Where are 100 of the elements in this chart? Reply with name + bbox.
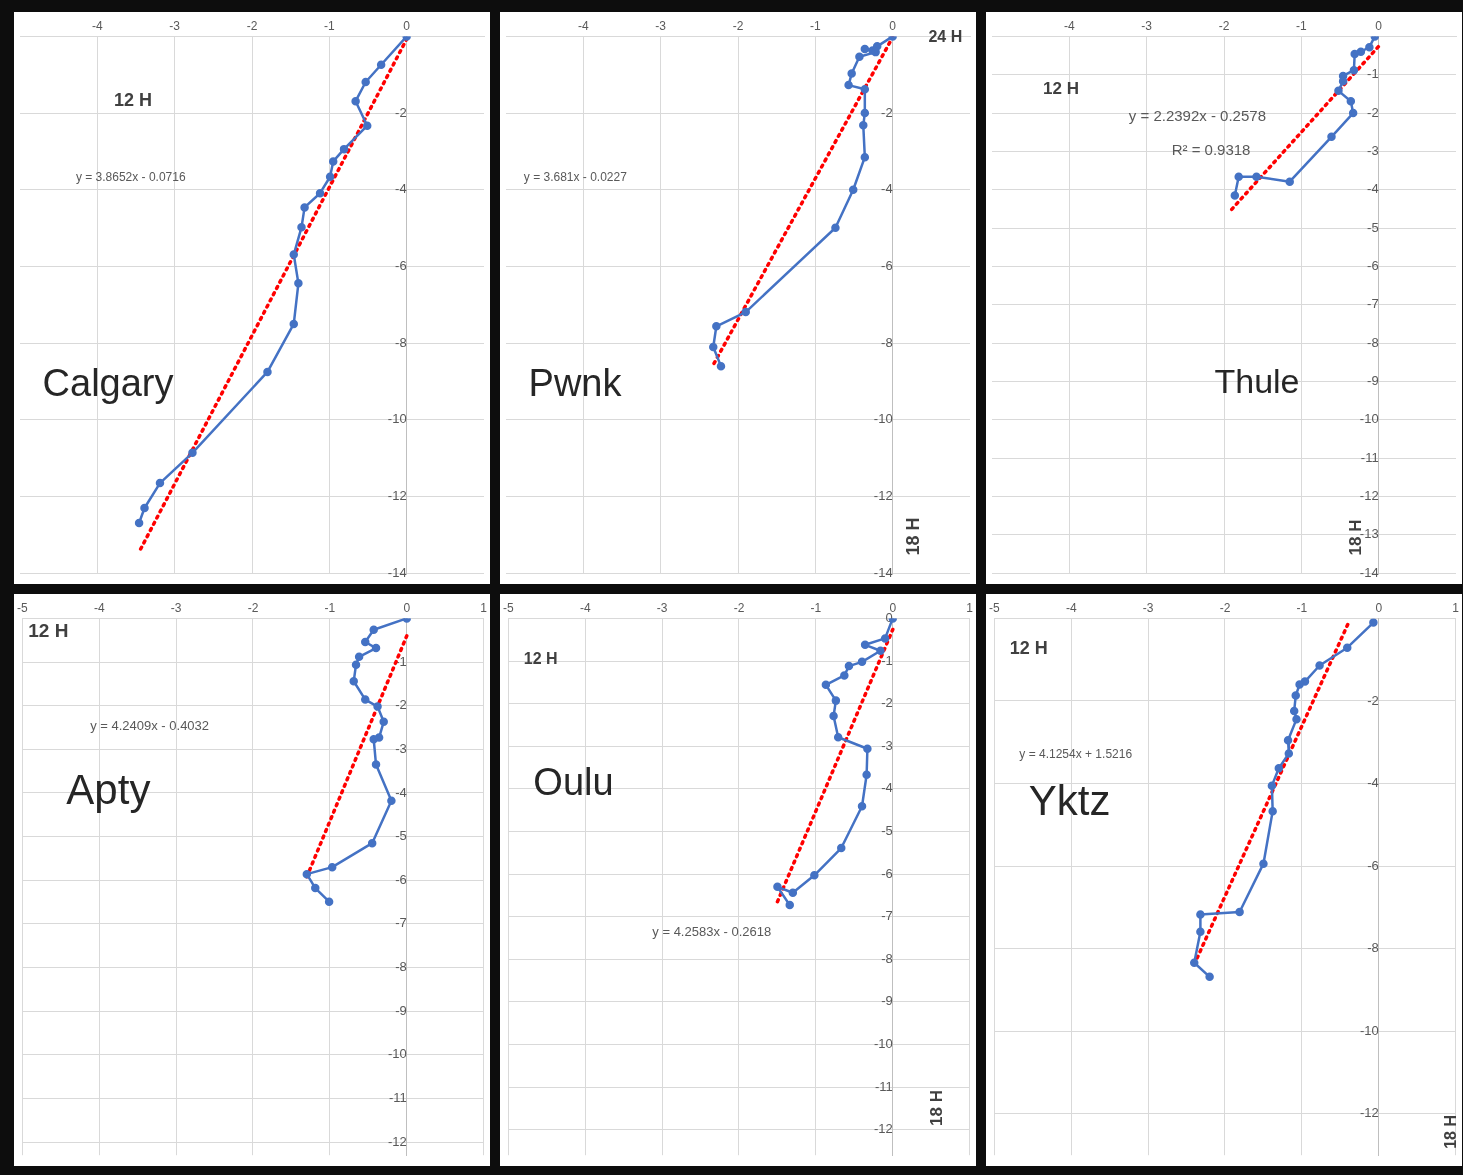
y-tick-label: -7 (881, 908, 893, 924)
x-tick-label: 1 (966, 600, 974, 615)
y-tick-label: -10 (387, 1046, 407, 1062)
annotation: 18 H (902, 517, 923, 556)
x-tick-label: -3 (655, 18, 667, 33)
text: Pwnk (528, 362, 623, 405)
y-tick-label: -10 (387, 411, 407, 427)
y-tick-label: -2 (395, 104, 407, 120)
x-tick-label: -1 (324, 600, 336, 615)
y-tick-label: -1 (1367, 66, 1379, 82)
x-tick-label: -3 (1141, 18, 1153, 33)
y-tick-label: -12 (873, 1121, 893, 1137)
text: Apty (66, 765, 151, 813)
x-tick-label: -5 (989, 600, 1000, 615)
y-tick-label: -2 (881, 695, 893, 711)
y-tick-label: -3 (881, 737, 893, 753)
y-tick-label: -14 (1359, 564, 1379, 580)
y-tick-label: -6 (1367, 857, 1379, 873)
y-tick-label: -4 (1367, 775, 1379, 791)
x-tick-label: -1 (324, 18, 335, 33)
annotation: 18 H (926, 1090, 946, 1126)
y-tick-label: -2 (395, 697, 407, 713)
y-tick-label: -6 (395, 871, 407, 887)
y-tick-label: -4 (881, 780, 893, 796)
annotation: 12 H (113, 90, 152, 111)
y-tick-label: -8 (395, 334, 407, 350)
y-tick-label: -8 (881, 950, 893, 966)
annotation: 12 H (523, 649, 558, 667)
y-tick-label: -5 (881, 822, 893, 838)
x-tick-label: -1 (1296, 600, 1308, 615)
x-tick-label: -3 (170, 600, 182, 615)
x-tick-label: 1 (1452, 600, 1460, 615)
x-tick-label: -2 (246, 18, 258, 33)
y-tick-label: -14 (387, 564, 407, 580)
y-tick-label: -8 (1367, 334, 1379, 350)
x-tick-label: -2 (1218, 18, 1230, 33)
x-tick-label: -4 (578, 18, 589, 33)
y-tick-label: -12 (387, 1133, 407, 1149)
text: Calgary (42, 362, 174, 405)
x-tick-label: -1 (1296, 18, 1307, 33)
x-tick-label: -4 (1065, 600, 1077, 615)
x-tick-label: -3 (1142, 600, 1154, 615)
x-tick-label: -2 (1219, 600, 1231, 615)
y-tick-label: -12 (1359, 488, 1379, 504)
x-tick-label: -1 (810, 600, 822, 615)
y-tick-label: -2 (1367, 104, 1379, 120)
x-tick-label: 1 (480, 600, 488, 615)
y-tick-label: -7 (1367, 296, 1379, 312)
x-tick-label: -5 (503, 600, 514, 615)
annotation: 12 H (28, 620, 69, 642)
y-tick-label: -2 (1367, 692, 1379, 708)
x-tick-label: -4 (92, 18, 103, 33)
y-tick-label: -8 (1367, 940, 1379, 956)
annotation: R² = 0.9318 (1171, 141, 1251, 159)
y-tick-label: -3 (395, 740, 407, 756)
text: Thule (1214, 362, 1300, 401)
y-tick-label: -12 (873, 488, 893, 504)
annotation: y = 4.2583x - 0.2618 (652, 923, 772, 939)
y-tick-label: -1 (881, 652, 893, 668)
annotation: 18 H (1442, 1115, 1460, 1149)
annotation: y = 4.2409x - 0.4032 (90, 717, 210, 733)
x-tick-label: -4 (93, 600, 105, 615)
y-tick-label: -12 (1359, 1105, 1379, 1121)
y-tick-label: -7 (395, 915, 407, 931)
y-tick-label: -11 (1360, 449, 1379, 465)
y-tick-label: -11 (874, 1078, 893, 1094)
y-tick-label: -10 (873, 1036, 893, 1052)
y-tick-label: -5 (395, 828, 407, 844)
y-tick-label: -3 (1367, 143, 1379, 159)
x-tick-label: -4 (579, 600, 591, 615)
y-tick-label: -9 (881, 993, 893, 1009)
y-tick-label: -4 (395, 784, 407, 800)
y-tick-label: -10 (1359, 1022, 1379, 1038)
annotation: y = 2.2392x - 0.2578 (1128, 106, 1266, 124)
annotation: 24 H (928, 27, 963, 45)
y-tick-label: -6 (1367, 258, 1379, 274)
y-tick-label: -6 (881, 258, 893, 274)
x-tick-label: -5 (17, 600, 28, 615)
text: Yktz (1028, 777, 1111, 825)
y-tick-label: -6 (881, 865, 893, 881)
y-tick-label: -9 (395, 1002, 407, 1018)
text: Oulu (533, 761, 614, 804)
y-tick-label: -8 (881, 334, 893, 350)
y-tick-label: -10 (1359, 411, 1379, 427)
annotation: y = 3.681x - 0.0227 (523, 170, 628, 185)
y-tick-label: -4 (395, 181, 407, 197)
annotation: y = 3.8652x - 0.0716 (75, 170, 186, 185)
y-tick-label: -14 (873, 564, 893, 580)
x-tick-label: -4 (1064, 18, 1075, 33)
y-tick-label: -9 (1367, 373, 1379, 389)
y-tick-label: -10 (873, 411, 893, 427)
y-tick-label: -11 (388, 1090, 407, 1106)
y-tick-label: -4 (881, 181, 893, 197)
y-tick-label: -6 (395, 258, 407, 274)
x-tick-label: -1 (810, 18, 821, 33)
annotation: 12 H (1043, 78, 1080, 98)
y-tick-label: -4 (1367, 181, 1379, 197)
x-tick-label: -2 (733, 600, 745, 615)
y-tick-label: -2 (881, 104, 893, 120)
annotation: y = 4.1254x + 1.5216 (1019, 746, 1133, 761)
